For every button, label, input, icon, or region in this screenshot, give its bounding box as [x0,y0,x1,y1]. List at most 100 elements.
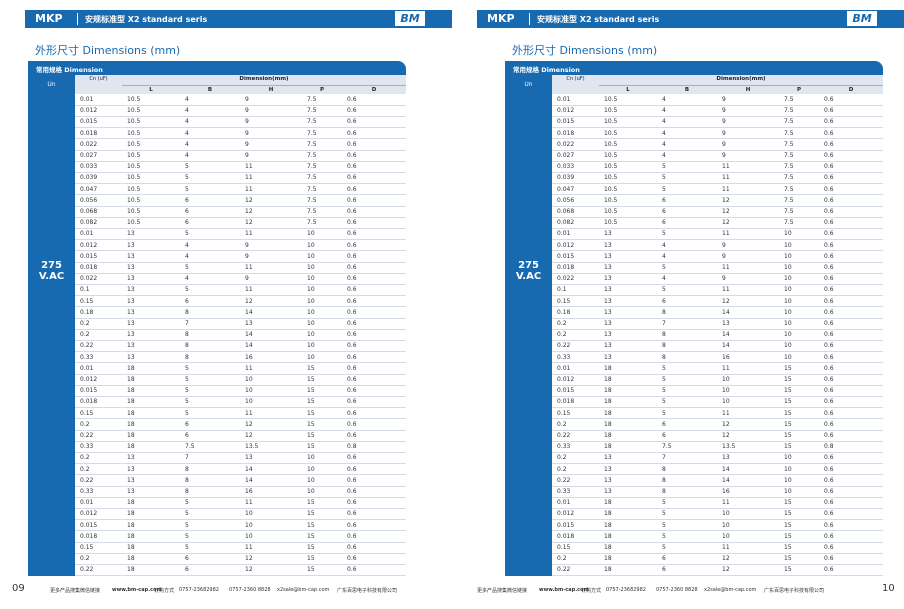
table-cell: 18 [604,376,612,383]
row-rule [552,104,883,106]
table-cell: 5 [185,174,189,182]
table-cell: 0.6 [347,264,357,271]
row-rule [552,149,883,151]
table-cell: 11 [245,185,253,193]
table-cell: 9 [245,241,249,249]
table-cell: 0.6 [347,252,357,260]
table-cell: 0.6 [347,376,357,383]
table-cell: 10.5 [127,174,141,182]
table-cell: 14 [722,331,730,339]
row-rule [552,463,883,465]
table-cell: 18 [604,409,612,417]
table-cell: 18 [127,432,135,439]
table-cell: 6 [662,196,666,204]
voltage-label: 275 [41,260,62,271]
table-cell: 5 [662,532,666,540]
section-title: 外形尺寸 Dimensions (mm) [35,44,181,57]
table-cell: 0.015 [557,521,575,529]
footer-text: 订购方式 [581,588,602,594]
table-cell: 10 [784,241,792,249]
table-cell: 13 [604,264,612,271]
table-cell: 10 [722,376,730,383]
table-cell: 8 [662,476,666,484]
table-cell: 0.6 [824,264,834,271]
table-cell: 0.22 [80,566,94,574]
table-cell: 10 [784,454,792,462]
table-cell: 13 [127,230,135,238]
table-cell: 0.012 [80,510,98,518]
table-header: Cn (uF) Dimension(mm) L B H P D [505,75,883,94]
table-cell: 10.5 [604,208,618,215]
table-cell: 11 [722,409,730,417]
table-cell: 10 [784,476,792,484]
row-rule [75,239,406,241]
table-cell: 0.6 [347,566,357,574]
table-cell: 0.068 [80,208,98,215]
table-cell: 0.6 [824,532,834,540]
table-cell: 15 [307,376,315,383]
table-cell: 15 [784,364,792,372]
table-cell: 13 [604,320,612,327]
table-cell: 0.6 [347,544,357,551]
table-cell: 15 [784,499,792,507]
table-cell: 11 [245,409,253,417]
un-header: Un [47,81,56,88]
table-cell: 0.6 [347,174,357,182]
table-cell: 6 [662,566,666,574]
table-cell: 0.6 [347,353,357,361]
table-cell: 9 [722,96,726,103]
table-cell: 0.33 [557,488,571,495]
row-rule [75,295,406,297]
table-cell: 15 [784,566,792,574]
table-cell: 6 [662,420,666,428]
table-cell: 0.027 [80,152,98,159]
table-cell: 10 [307,331,315,339]
table-cell: 8 [185,476,189,484]
table-cell: 0.6 [824,510,834,518]
row-rule [75,440,406,442]
table-cell: 10 [784,297,792,305]
table-cell: 10 [784,465,792,473]
table-cell: 12 [245,420,253,428]
table-cell: 7.5 [784,163,794,171]
table-cell: 8 [185,308,189,316]
table-cell: 7.5 [307,140,317,148]
table-cell: 0.068 [557,208,575,215]
table-cell: 7.5 [307,96,317,103]
row-rule [75,272,406,274]
table-cell: 5 [185,376,189,383]
table-cell: 6 [662,219,666,227]
table-cell: 15 [307,555,315,563]
row-rule [552,485,883,487]
row-rule [75,194,406,196]
row-rule [75,463,406,465]
table-cell: 0.6 [824,320,834,327]
table-cell: 12 [245,208,253,215]
row-rule [75,351,406,353]
series-name: MKP [487,12,515,25]
table-cell: 18 [604,555,612,563]
table-cell: 8 [662,353,666,361]
logo: BM [395,11,425,26]
table-cell: 18 [604,364,612,372]
logo: BM [847,11,877,26]
table-cell: 18 [604,566,612,574]
table-cell: 10 [784,286,792,294]
table-tab: 常用规格 Dimension [505,61,883,75]
table-cell: 11 [722,230,730,238]
table-cell: 5 [662,387,666,395]
table-cell: 0.8 [824,443,834,451]
table-cell: 0.033 [557,163,575,171]
table-cell: 12 [245,297,253,305]
row-rule [75,138,406,140]
table-cell: 0.22 [80,342,94,350]
table-cell: 0.6 [347,196,357,204]
table-cell: 0.01 [80,96,94,103]
row-rule [552,127,883,129]
table-cell: 0.6 [824,488,834,495]
dimension-group-header: Dimension(mm) [716,76,766,82]
table-cell: 9 [245,152,249,159]
table-cell: 5 [662,364,666,372]
table-cell: 0.6 [347,219,357,227]
voltage-column: Un 275 V.AC [28,75,75,576]
